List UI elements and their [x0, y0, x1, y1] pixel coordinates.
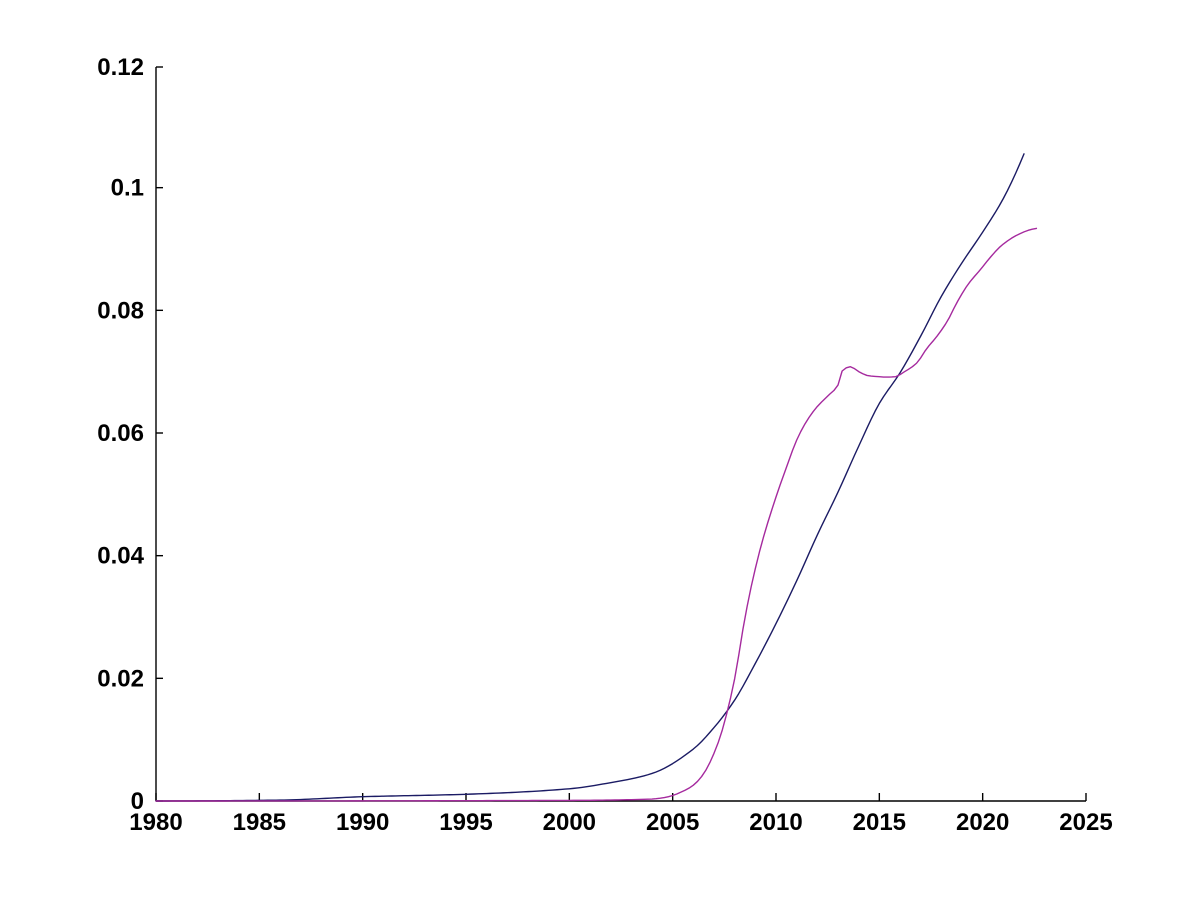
svg-text:2025: 2025	[1059, 809, 1112, 836]
svg-text:0.02: 0.02	[97, 665, 144, 692]
svg-text:1980: 1980	[129, 809, 182, 836]
svg-text:1990: 1990	[336, 809, 389, 836]
svg-text:2020: 2020	[956, 809, 1009, 836]
svg-text:0.1: 0.1	[111, 175, 144, 202]
svg-text:1995: 1995	[439, 809, 492, 836]
svg-text:0.08: 0.08	[97, 297, 144, 324]
svg-text:0.04: 0.04	[97, 543, 144, 570]
svg-text:2010: 2010	[749, 809, 802, 836]
svg-text:0.12: 0.12	[97, 54, 144, 81]
svg-text:2015: 2015	[853, 809, 906, 836]
svg-text:1985: 1985	[233, 809, 286, 836]
svg-text:2000: 2000	[543, 809, 596, 836]
svg-text:0.06: 0.06	[97, 420, 144, 447]
svg-text:2005: 2005	[646, 809, 699, 836]
